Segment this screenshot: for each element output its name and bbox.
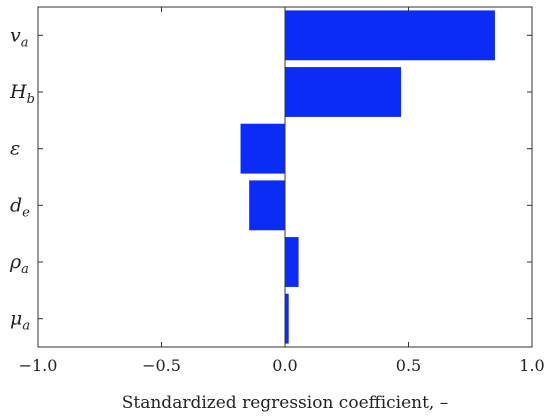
x-ticks-group: −1.0 −0.5 0.0 0.5 1.0 [19, 7, 545, 375]
x-tick-label-3: 0.5 [396, 356, 421, 375]
y-category-symbol-4: ρ [9, 251, 22, 273]
x-tick-label-4: 1.0 [519, 356, 544, 375]
y-category-symbol-2: ε [10, 138, 20, 160]
y-category-symbol-0: v [10, 24, 21, 46]
y-category-symbol-5: μ [10, 308, 22, 330]
x-tick-label-2: 0.0 [272, 356, 297, 375]
y-category-subscript-0: a [21, 35, 29, 50]
y-category-label-3: de [10, 194, 30, 220]
y-category-label-0: va [10, 24, 29, 50]
bar-4 [285, 237, 299, 287]
bars-group [240, 10, 495, 344]
y-category-subscript-1: b [27, 92, 35, 107]
x-tick-label-0: −1.0 [19, 356, 58, 375]
bar-2 [240, 123, 285, 174]
bar-3 [249, 180, 285, 231]
y-category-label-2: ε [10, 138, 20, 160]
y-category-label-4: ρa [9, 251, 29, 277]
bar-1 [285, 67, 402, 117]
x-tick-label-1: −0.5 [142, 356, 181, 375]
x-axis-title: Standardized regression coefficient, – [122, 393, 449, 413]
bar-5 [285, 293, 289, 344]
y-category-label-1: Hb [9, 81, 35, 107]
bar-0 [285, 10, 495, 61]
y-category-symbol-1: H [9, 81, 27, 103]
y-category-subscript-4: a [21, 262, 29, 277]
y-category-subscript-3: e [22, 205, 30, 220]
y-category-label-5: μa [10, 308, 30, 334]
y-category-symbol-3: d [10, 194, 22, 216]
y-category-subscript-5: a [22, 319, 30, 334]
